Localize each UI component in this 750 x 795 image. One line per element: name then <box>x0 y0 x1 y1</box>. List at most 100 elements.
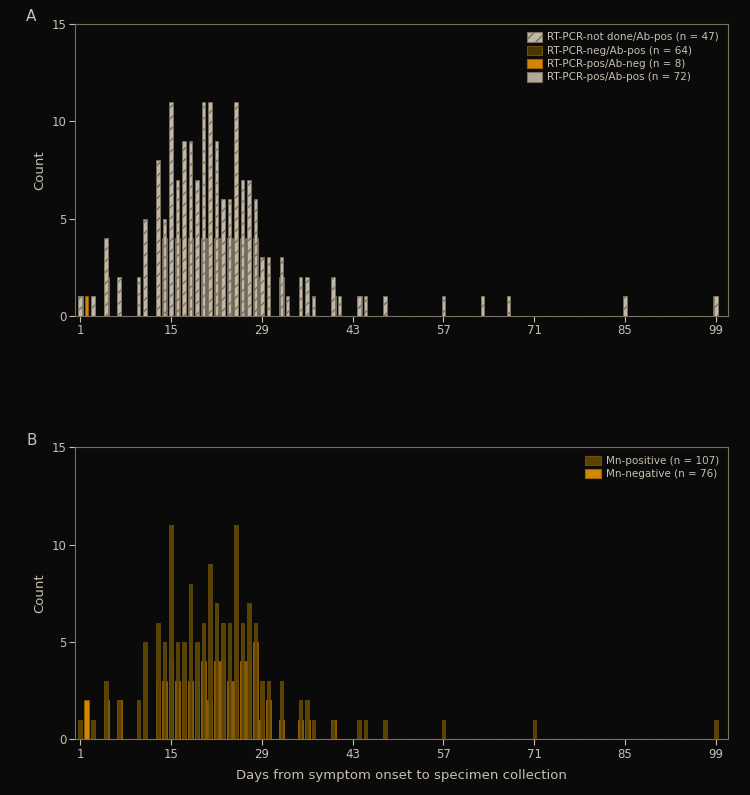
Bar <box>227 681 232 739</box>
Bar <box>357 297 362 316</box>
Bar <box>623 297 627 316</box>
Bar <box>220 238 225 316</box>
Bar <box>299 297 302 316</box>
Bar <box>364 297 368 316</box>
Bar <box>176 180 179 316</box>
Bar <box>241 180 244 316</box>
Bar <box>442 720 445 739</box>
Bar <box>162 681 167 739</box>
Bar <box>358 720 361 739</box>
Bar <box>304 720 310 739</box>
Bar <box>194 681 200 739</box>
Bar <box>195 180 199 316</box>
Bar <box>299 700 302 739</box>
Bar <box>169 661 173 739</box>
Bar <box>118 297 121 316</box>
Bar <box>143 642 147 739</box>
Bar <box>234 525 238 739</box>
Bar <box>254 622 257 739</box>
Bar <box>234 102 238 316</box>
Bar <box>254 199 257 316</box>
Bar <box>481 297 484 316</box>
Bar <box>169 238 173 316</box>
Bar <box>202 102 206 316</box>
Bar <box>241 622 244 739</box>
Y-axis label: Count: Count <box>33 573 46 613</box>
Bar <box>247 180 250 316</box>
Bar <box>104 238 108 316</box>
Bar <box>228 219 231 316</box>
Bar <box>233 238 238 316</box>
Bar <box>104 258 108 316</box>
Bar <box>241 199 244 316</box>
Bar <box>247 603 250 739</box>
Bar <box>156 199 160 316</box>
Bar <box>481 297 484 316</box>
Bar <box>162 238 167 316</box>
Bar <box>279 720 284 739</box>
Bar <box>299 277 302 316</box>
Bar <box>260 720 264 739</box>
Bar <box>143 219 147 316</box>
Legend: RT-PCR-not done/Ab-pos (n = 47), RT-PCR-neg/Ab-pos (n = 64), RT-PCR-pos/Ab-neg (: RT-PCR-not done/Ab-pos (n = 47), RT-PCR-… <box>524 29 722 86</box>
Bar <box>136 277 140 316</box>
Bar <box>214 603 218 739</box>
Bar <box>182 238 186 316</box>
Bar <box>358 297 361 316</box>
Bar <box>240 661 244 739</box>
Bar <box>364 720 368 739</box>
Bar <box>247 661 251 739</box>
Bar <box>332 297 334 316</box>
Bar <box>331 297 335 316</box>
Bar <box>221 622 224 739</box>
Bar <box>182 238 187 316</box>
Bar <box>247 219 250 316</box>
Bar <box>266 258 270 316</box>
Bar <box>714 720 718 739</box>
Bar <box>383 297 387 316</box>
Bar <box>266 277 270 316</box>
Bar <box>85 297 88 316</box>
Bar <box>221 199 224 316</box>
Bar <box>136 700 140 739</box>
Bar <box>280 297 283 316</box>
Bar <box>279 277 284 316</box>
Bar <box>260 297 263 316</box>
Bar <box>182 642 186 739</box>
Bar <box>208 238 212 316</box>
Bar <box>312 720 316 739</box>
Bar <box>209 102 212 316</box>
Bar <box>220 661 225 739</box>
Bar <box>202 622 206 739</box>
Bar <box>254 238 257 316</box>
Bar <box>104 700 109 739</box>
Bar <box>84 700 89 739</box>
Bar <box>118 277 121 316</box>
Bar <box>332 720 334 739</box>
Bar <box>188 238 193 316</box>
Bar <box>260 258 263 316</box>
Bar <box>338 297 341 316</box>
Bar <box>156 622 160 739</box>
Bar <box>214 141 218 316</box>
Bar <box>170 297 172 316</box>
Bar <box>208 700 212 739</box>
Bar <box>214 238 219 316</box>
Bar <box>532 720 536 739</box>
Bar <box>305 297 309 316</box>
Bar <box>305 277 309 316</box>
Bar <box>266 681 270 739</box>
Text: B: B <box>26 432 37 448</box>
Bar <box>298 720 303 739</box>
Bar <box>383 720 387 739</box>
Bar <box>266 700 271 739</box>
Bar <box>176 199 179 316</box>
Bar <box>260 277 264 316</box>
X-axis label: Days from symptom onset to specimen collection: Days from symptom onset to specimen coll… <box>236 769 567 782</box>
Bar <box>713 297 718 316</box>
Bar <box>104 277 108 316</box>
Bar <box>209 180 212 316</box>
Bar <box>312 297 316 316</box>
Bar <box>182 681 187 739</box>
Bar <box>182 141 186 316</box>
